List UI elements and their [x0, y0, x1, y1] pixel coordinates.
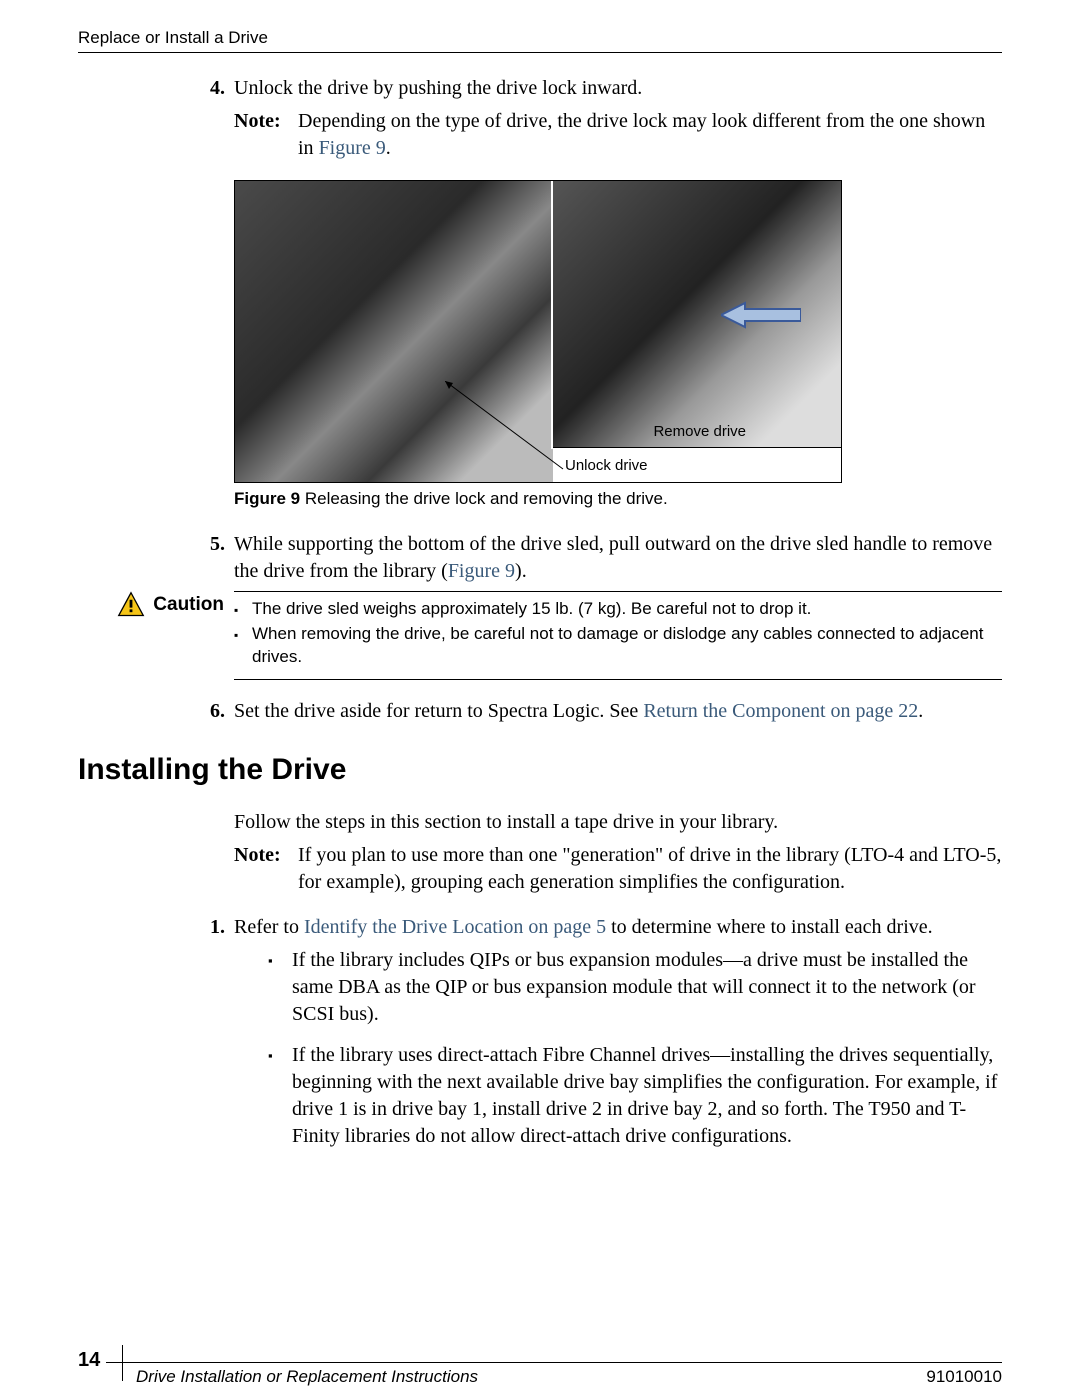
photo-remove — [551, 181, 841, 449]
remove-drive-label: Remove drive — [653, 423, 746, 440]
callout-line — [445, 381, 575, 476]
install-step-1: 1.Refer to Identify the Drive Location o… — [234, 914, 1002, 941]
figure-9: Remove drive Unlock drive Figure 9 Relea… — [234, 180, 1002, 509]
step-text-b: to determine where to install each drive… — [606, 916, 933, 938]
step-text: Unlock the drive by pushing the drive lo… — [234, 77, 642, 99]
footer-title: Drive Installation or Replacement Instru… — [136, 1367, 478, 1387]
figure-9-link[interactable]: Figure 9 — [319, 137, 386, 159]
arrow-icon — [721, 301, 801, 329]
step-text-a: Refer to — [234, 916, 304, 938]
figure-image: Remove drive Unlock drive — [234, 180, 842, 483]
caution-block: Caution The drive sled weighs approximat… — [78, 591, 1002, 680]
install-intro: Follow the steps in this section to inst… — [234, 809, 1002, 836]
step-text-a: Set the drive aside for return to Spectr… — [234, 700, 643, 722]
step-4-note: Note:Depending on the type of drive, the… — [234, 108, 1002, 162]
step-4: 4.Unlock the drive by pushing the drive … — [234, 75, 1002, 102]
step-text-b: ). — [515, 560, 527, 582]
note-label: Note: — [234, 108, 298, 135]
step-number: 4. — [210, 75, 234, 102]
caption-label: Figure 9 — [234, 489, 300, 508]
page-number: 14 — [78, 1349, 106, 1372]
page-footer: 14 Drive Installation or Replacement Ins… — [78, 1362, 1002, 1363]
note-text-a: Depending on the type of drive, the driv… — [298, 110, 985, 159]
identify-location-link[interactable]: Identify the Drive Location on page 5 — [304, 916, 606, 938]
note-text: If you plan to use more than one "genera… — [298, 844, 1001, 893]
step-number: 5. — [210, 531, 234, 558]
header-rule — [78, 52, 1002, 53]
note-label: Note: — [234, 842, 298, 869]
footer-divider — [122, 1345, 123, 1381]
step-text-a: While supporting the bottom of the drive… — [234, 533, 992, 582]
caution-icon — [117, 591, 145, 619]
note-text-b: . — [386, 137, 391, 159]
figure-caption: Figure 9 Releasing the drive lock and re… — [234, 489, 1002, 509]
caution-left: Caution — [78, 591, 234, 619]
caution-word: Caution — [153, 594, 224, 616]
running-header: Replace or Install a Drive — [78, 28, 1002, 48]
step-number: 1. — [210, 914, 234, 941]
step-5: 5.While supporting the bottom of the dri… — [234, 531, 1002, 585]
caution-body: The drive sled weighs approximately 15 l… — [234, 591, 1002, 680]
install-sub-bullets: If the library includes QIPs or bus expa… — [234, 947, 1002, 1150]
install-note: Note:If you plan to use more than one "g… — [234, 842, 1002, 896]
step-text-b: . — [918, 700, 923, 722]
step-6: 6.Set the drive aside for return to Spec… — [234, 698, 1002, 725]
page-content: 4.Unlock the drive by pushing the drive … — [78, 75, 1002, 1150]
return-component-link[interactable]: Return the Component on page 22 — [643, 700, 918, 722]
sub-bullet: If the library uses direct-attach Fibre … — [292, 1042, 1002, 1150]
step-number: 6. — [210, 698, 234, 725]
section-heading: Installing the Drive — [78, 753, 1002, 787]
unlock-drive-label: Unlock drive — [565, 457, 648, 474]
caption-text: Releasing the drive lock and removing th… — [300, 489, 668, 508]
figure-9-link-b[interactable]: Figure 9 — [448, 560, 515, 582]
caution-bullet: The drive sled weighs approximately 15 l… — [252, 598, 1002, 621]
footer-code: 91010010 — [926, 1367, 1002, 1387]
caution-bullet: When removing the drive, be careful not … — [252, 623, 1002, 669]
sub-bullet: If the library includes QIPs or bus expa… — [292, 947, 1002, 1028]
